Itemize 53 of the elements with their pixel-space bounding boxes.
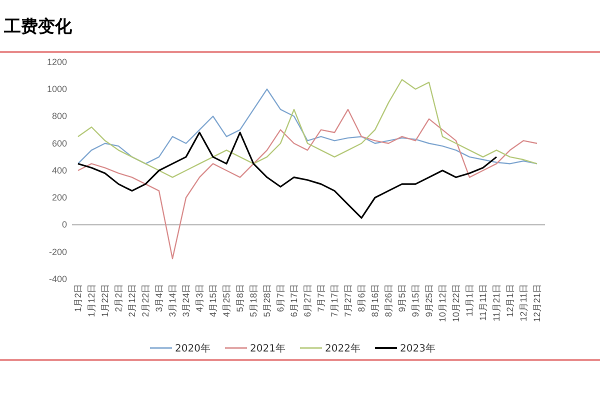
line-series <box>77 79 538 178</box>
x-tick-label: 12月11日 <box>518 284 528 322</box>
x-tick-label: 9月5日 <box>396 284 407 312</box>
y-tick-label: 200 <box>52 192 67 203</box>
x-tick-label: 4月3日 <box>194 284 204 312</box>
y-tick-label: -200 <box>48 246 67 257</box>
x-tick-label: 4月25日 <box>221 284 232 318</box>
line-series <box>77 132 498 219</box>
x-tick-label: 2月22日 <box>140 284 150 318</box>
x-tick-label: 11月21日 <box>491 284 502 322</box>
legend-label: 2021年 <box>250 342 286 354</box>
legend-label: 2022年 <box>325 342 360 354</box>
x-tick-label: 1月2日 <box>72 284 83 312</box>
x-tick-label: 12月21日 <box>532 284 542 322</box>
x-tick-label: 3月14日 <box>167 284 178 318</box>
x-tick-label: 10月12日 <box>437 284 448 322</box>
x-tick-label: 6月27日 <box>302 284 312 318</box>
x-tick-label: 2月12日 <box>126 284 137 318</box>
x-tick-label: 5月18日 <box>248 284 258 318</box>
line-series <box>77 88 538 164</box>
x-tick-label: 5月28日 <box>262 284 272 318</box>
legend-label: 2020年 <box>175 342 210 354</box>
x-tick-label: 7月17日 <box>329 284 340 318</box>
y-tick-label: 400 <box>52 165 67 176</box>
x-tick-label: 10月22日 <box>450 284 461 322</box>
x-tick-label: 6月17日 <box>288 284 299 318</box>
x-tick-label: 9月25日 <box>424 284 434 318</box>
x-tick-label: 8月26日 <box>383 284 394 318</box>
x-tick-label: 4月15日 <box>208 284 218 318</box>
x-tick-label: 2月2日 <box>113 284 124 312</box>
y-tick-label: 1000 <box>46 84 67 94</box>
x-tick-label: 6月7日 <box>275 284 286 312</box>
x-tick-label: 8月16日 <box>370 284 380 318</box>
x-tick-label: 1月22日 <box>100 284 110 318</box>
x-tick-label: 12月1日 <box>504 284 515 318</box>
x-tick-label: 1月12日 <box>86 284 96 318</box>
x-tick-label: 5月8日 <box>234 284 245 312</box>
x-tick-label: 9月15日 <box>410 284 420 318</box>
y-tick-label: 600 <box>52 138 67 148</box>
y-tick-label: 1200 <box>46 56 67 67</box>
y-tick-label: -400 <box>48 274 67 284</box>
x-tick-label: 3月24日 <box>180 284 191 318</box>
x-tick-label: 11月11日 <box>478 284 488 321</box>
line-series <box>77 108 538 260</box>
x-tick-label: 3月4日 <box>154 284 164 312</box>
x-tick-label: 11月1日 <box>464 284 474 316</box>
legend-label: 2023年 <box>400 342 436 354</box>
y-tick-label: 0 <box>62 220 67 230</box>
x-tick-label: 7月27日 <box>342 284 353 318</box>
chart-title: 工费变化 <box>3 17 73 37</box>
x-tick-label: 7月7日 <box>316 284 326 312</box>
y-tick-label: 800 <box>52 111 67 122</box>
x-tick-label: 8月6日 <box>356 284 366 312</box>
